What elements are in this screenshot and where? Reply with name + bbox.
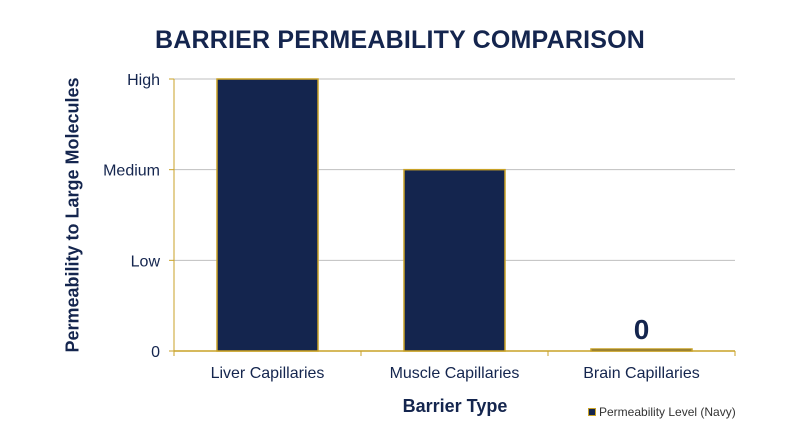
y-tick-label: Low <box>131 253 161 270</box>
y-tick-label: High <box>127 72 160 89</box>
bar <box>590 348 693 352</box>
legend-swatch <box>588 408 596 416</box>
x-tick-label: Muscle Capillaries <box>390 365 520 382</box>
x-tick-label: Liver Capillaries <box>211 365 325 382</box>
bar <box>216 78 319 352</box>
legend-label: Permeability Level (Navy) <box>599 405 736 419</box>
y-tick-label: Medium <box>103 163 160 180</box>
legend: Permeability Level (Navy) <box>588 405 736 419</box>
data-label: 0 <box>634 314 650 345</box>
x-axis-label: Barrier Type <box>402 396 508 416</box>
chart-title: BARRIER PERMEABILITY COMPARISON <box>154 26 646 54</box>
bar <box>403 168 506 352</box>
x-tick-label: Brain Capillaries <box>583 365 700 382</box>
y-tick-label: 0 <box>151 344 160 361</box>
